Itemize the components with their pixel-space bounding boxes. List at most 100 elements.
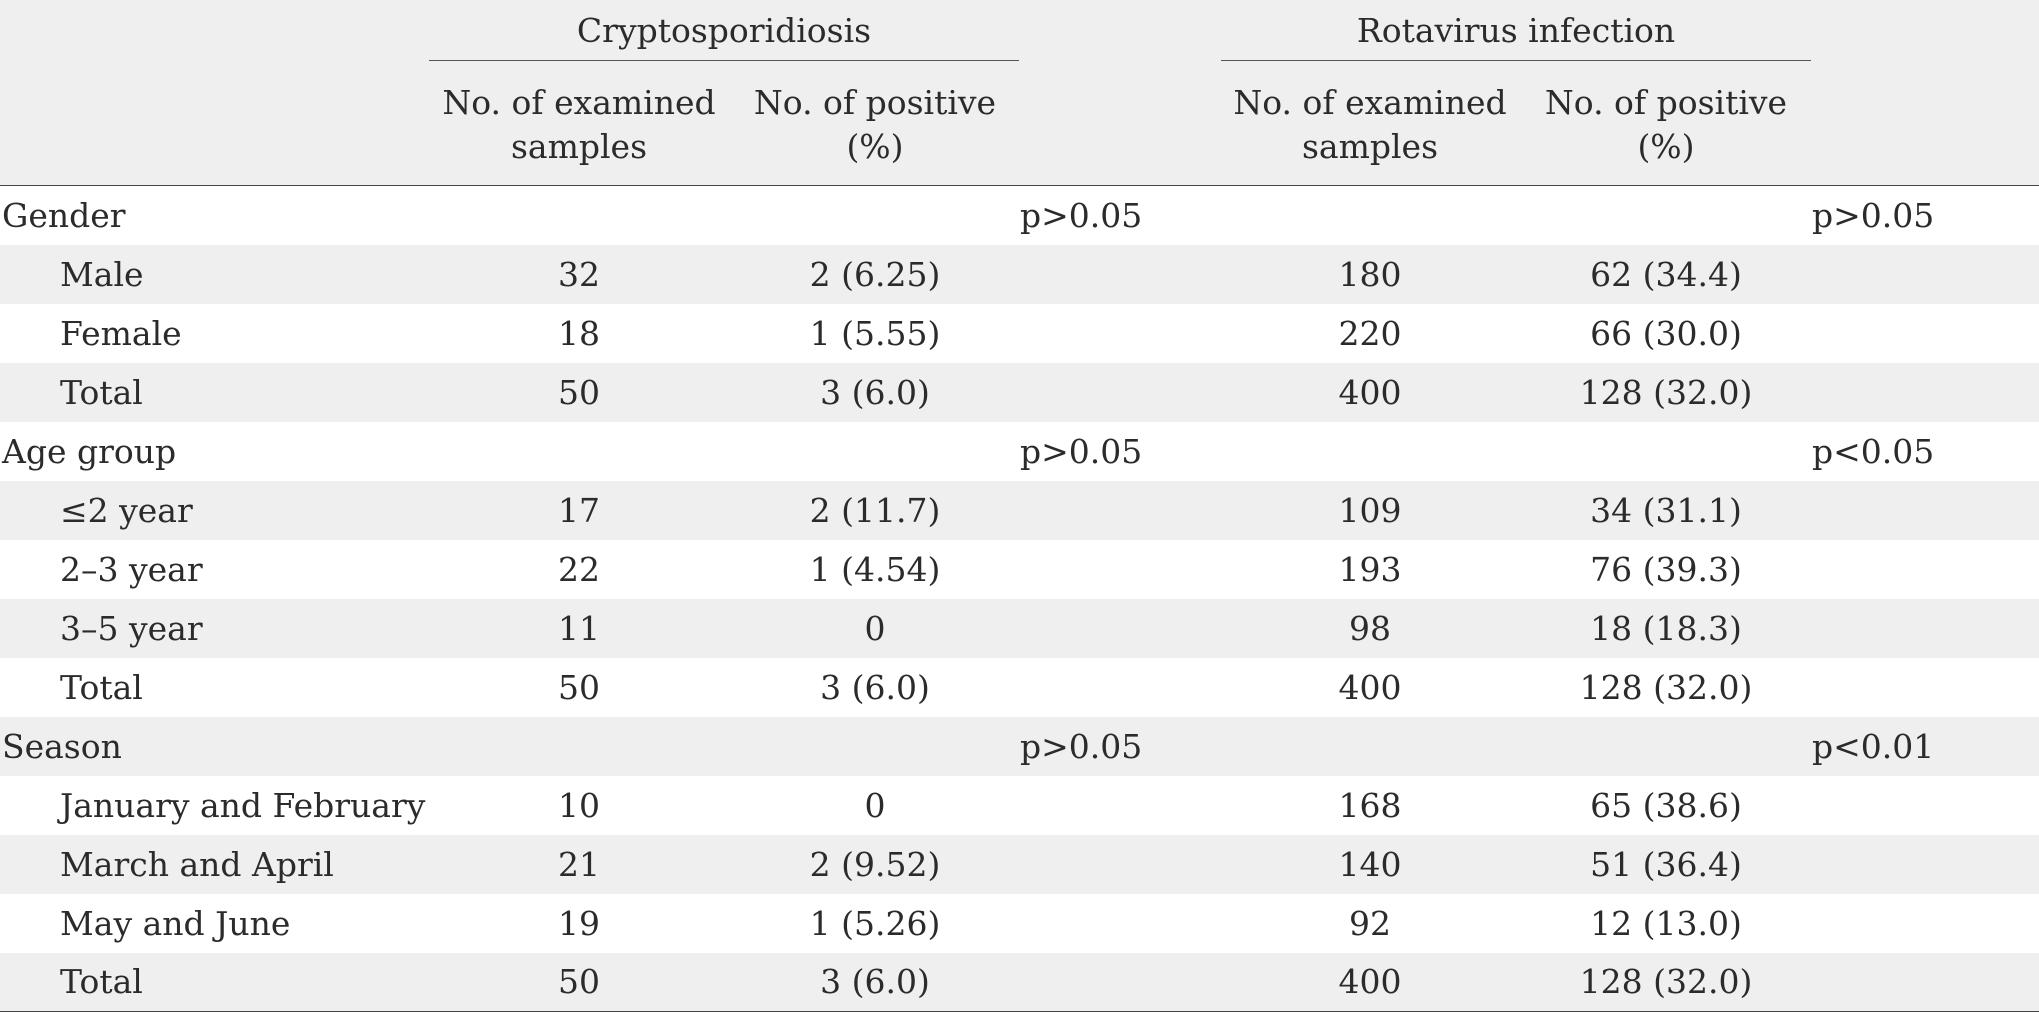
rota-positive-header: No. of positive (%) bbox=[1520, 65, 1812, 186]
rota-positive-cell: 12 (13.0) bbox=[1590, 903, 1742, 943]
crypto-positive-header: No. of positive (%) bbox=[730, 65, 1020, 186]
rota-p-value: p<0.01 bbox=[1812, 716, 2039, 776]
table-header: Cryptosporidiosis Rotavirus infection No… bbox=[0, 0, 2039, 186]
table-row: 2–3 year 22 1 (4.54) 193 76 (39.3) bbox=[0, 540, 2039, 599]
crypto-p-value: p>0.05 bbox=[1020, 716, 1220, 776]
rota-examined-cell: 109 bbox=[1220, 480, 1520, 540]
crypto-positive-cell: 3 (6.0) bbox=[820, 667, 930, 707]
empty-cell bbox=[1020, 362, 1220, 422]
crypto-positive-cell: 2 (6.25) bbox=[730, 244, 1020, 304]
table-row: January and February 10 0 168 65 (38.6) bbox=[0, 776, 2039, 835]
table-row: Male 32 2 (6.25) 180 62 (34.4) bbox=[0, 244, 2039, 304]
empty-cell bbox=[1220, 186, 1520, 245]
empty-cell bbox=[1812, 658, 2039, 717]
empty-cell bbox=[1020, 776, 1220, 835]
table-row: Total 50 3 (6.0) 400 128 (32.0) bbox=[0, 952, 2039, 1012]
empty-cell bbox=[1020, 244, 1220, 304]
row-label: ≤2 year bbox=[0, 480, 428, 540]
empty-cell bbox=[1812, 894, 2039, 953]
rota-examined-cell: 193 bbox=[1338, 549, 1402, 589]
empty-cell bbox=[1520, 186, 1812, 245]
empty-cell bbox=[1812, 952, 2039, 1012]
crypto-examined-cell: 18 bbox=[558, 313, 600, 353]
empty-cell bbox=[1812, 480, 2039, 540]
empty-cell bbox=[1812, 362, 2039, 422]
row-label: Total bbox=[0, 362, 428, 422]
rota-p-value: p<0.05 bbox=[1812, 431, 1935, 471]
table-row: May and June 19 1 (5.26) 92 12 (13.0) bbox=[0, 894, 2039, 953]
crypto-examined-cell: 17 bbox=[428, 480, 730, 540]
row-label: January and February bbox=[60, 785, 426, 825]
section-label: Season bbox=[0, 716, 428, 776]
crypto-examined-cell: 50 bbox=[428, 952, 730, 1012]
table-row: Female 18 1 (5.55) 220 66 (30.0) bbox=[0, 304, 2039, 363]
empty-cell bbox=[1812, 834, 2039, 894]
rota-examined-cell: 400 bbox=[1220, 362, 1520, 422]
row-label: 2–3 year bbox=[60, 549, 203, 589]
rota-positive-cell: 65 (38.6) bbox=[1590, 785, 1742, 825]
empty-cell bbox=[1812, 304, 2039, 363]
crypto-p-value: p>0.05 bbox=[1020, 431, 1143, 471]
empty-cell bbox=[1020, 894, 1220, 953]
header-group-row: Cryptosporidiosis Rotavirus infection bbox=[0, 0, 2039, 65]
empty-cell bbox=[1020, 658, 1220, 717]
crypto-title: Cryptosporidiosis bbox=[429, 11, 1019, 61]
empty-cell bbox=[1020, 952, 1220, 1012]
empty-cell bbox=[428, 716, 730, 776]
row-label: Female bbox=[60, 313, 182, 353]
crypto-positive-cell: 3 (6.0) bbox=[730, 362, 1020, 422]
rota-examined-cell: 92 bbox=[1349, 903, 1391, 943]
crypto-p-value: p>0.05 bbox=[1020, 195, 1143, 235]
crypto-examined-cell: 22 bbox=[558, 549, 600, 589]
empty-cell bbox=[1520, 716, 1812, 776]
rota-examined-cell: 400 bbox=[1220, 952, 1520, 1012]
empty-cell bbox=[1020, 304, 1220, 363]
crypto-examined-cell: 19 bbox=[558, 903, 600, 943]
rota-positive-cell: 76 (39.3) bbox=[1590, 549, 1742, 589]
crypto-examined-cell: 21 bbox=[428, 834, 730, 894]
row-label: March and April bbox=[0, 834, 428, 894]
rota-examined-cell: 140 bbox=[1220, 834, 1520, 894]
crypto-positive-cell: 3 (6.0) bbox=[730, 952, 1020, 1012]
section-row: Gender p>0.05 p>0.05 bbox=[0, 186, 2039, 245]
section-row: Season p>0.05 p<0.01 bbox=[0, 716, 2039, 776]
table-row: 3–5 year 11 0 98 18 (18.3) bbox=[0, 598, 2039, 658]
row-label: Male bbox=[0, 244, 428, 304]
table-row: ≤2 year 17 2 (11.7) 109 34 (31.1) bbox=[0, 480, 2039, 540]
crypto-positive-cell: 1 (5.55) bbox=[809, 313, 941, 353]
empty-cell bbox=[730, 716, 1020, 776]
row-label: May and June bbox=[60, 903, 291, 943]
empty-cell bbox=[1812, 776, 2039, 835]
empty-cell bbox=[1220, 716, 1520, 776]
crypto-positive-cell: 2 (9.52) bbox=[730, 834, 1020, 894]
empty-cell bbox=[1020, 834, 1220, 894]
rota-positive-cell: 128 (32.0) bbox=[1579, 667, 1753, 707]
crypto-positive-cell: 0 bbox=[730, 598, 1020, 658]
rota-positive-cell: 51 (36.4) bbox=[1520, 834, 1812, 894]
rota-examined-cell: 400 bbox=[1338, 667, 1402, 707]
rota-p-value: p>0.05 bbox=[1812, 195, 1935, 235]
crypto-examined-cell: 11 bbox=[428, 598, 730, 658]
rota-positive-cell: 128 (32.0) bbox=[1520, 362, 1812, 422]
crypto-positive-cell: 0 bbox=[864, 785, 886, 825]
rota-title: Rotavirus infection bbox=[1221, 11, 1811, 61]
crypto-examined-cell: 50 bbox=[558, 667, 600, 707]
rota-positive-cell: 128 (32.0) bbox=[1520, 952, 1812, 1012]
empty-cell bbox=[428, 422, 730, 481]
rota-positive-cell: 62 (34.4) bbox=[1520, 244, 1812, 304]
crypto-examined-cell: 10 bbox=[558, 785, 600, 825]
empty-cell bbox=[1520, 422, 1812, 481]
rota-examined-header: No. of examined samples bbox=[1220, 65, 1520, 186]
rota-group-header: Rotavirus infection bbox=[1220, 0, 1812, 65]
section-label: Age group bbox=[2, 431, 177, 471]
empty-cell bbox=[1020, 480, 1220, 540]
empty-cell bbox=[730, 186, 1020, 245]
rota-positive-cell: 34 (31.1) bbox=[1520, 480, 1812, 540]
rota-positive-cell: 66 (30.0) bbox=[1590, 313, 1742, 353]
row-label: Total bbox=[60, 667, 143, 707]
rota-examined-cell: 220 bbox=[1338, 313, 1402, 353]
rota-positive-cell: 18 (18.3) bbox=[1520, 598, 1812, 658]
section-label: Gender bbox=[2, 195, 126, 235]
